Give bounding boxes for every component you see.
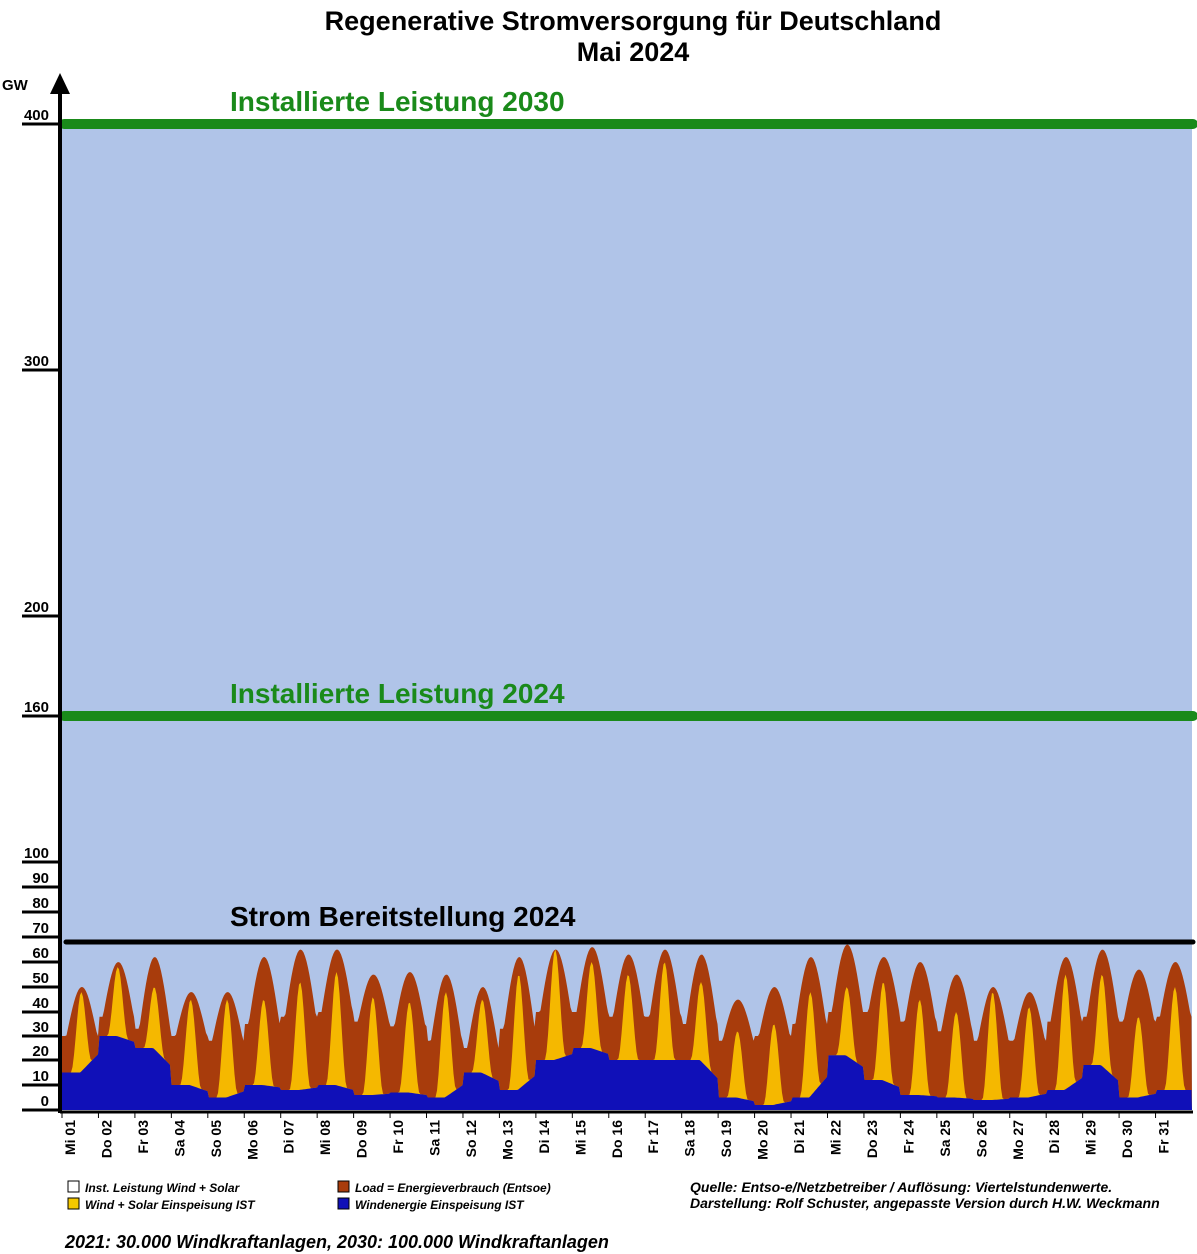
x-tick-label-4: So 05	[208, 1120, 224, 1158]
reference-line-label-0: Installierte Leistung 2030	[230, 86, 565, 117]
y-tick-label-13: 300	[24, 353, 49, 370]
reference-lines: Installierte Leistung 2030 Installierte L…	[59, 86, 1197, 945]
plot-area	[62, 124, 1192, 1110]
chart-title: Regenerative Stromversorgung für Deutsch…	[325, 6, 942, 36]
chart-subtitle: Mai 2024	[577, 37, 690, 67]
x-tick-label-24: Sa 25	[937, 1120, 953, 1157]
x-tick-label-28: Mi 29	[1083, 1120, 1099, 1155]
x-tick-label-6: Di 07	[281, 1120, 297, 1154]
y-tick-label-14: 400	[24, 107, 49, 124]
y-tick-label-8: 80	[32, 895, 49, 912]
x-tick-label-22: Do 23	[864, 1120, 880, 1158]
x-tick-label-27: Di 28	[1046, 1120, 1062, 1154]
legend-label-0: Inst. Leistung Wind + Solar	[85, 1181, 241, 1195]
x-tick-label-7: Mi 08	[317, 1120, 333, 1155]
legend-swatch-1	[67, 1197, 80, 1210]
legend-swatch-0	[67, 1180, 80, 1193]
x-tick-label-13: Di 14	[536, 1120, 552, 1154]
legend-label-1: Wind + Solar Einspeisung IST	[85, 1198, 256, 1212]
y-tick-label-5: 50	[32, 970, 49, 987]
legend-label-3: Windenergie Einspeisung IST	[355, 1198, 525, 1212]
y-tick-label-1: 10	[32, 1068, 49, 1085]
y-tick-label-9: 90	[32, 870, 49, 887]
x-tick-label-3: Sa 04	[171, 1120, 187, 1157]
x-tick-label-0: Mi 01	[62, 1120, 78, 1155]
footnote: 2021: 30.000 Windkraftanlagen, 2030: 100…	[64, 1232, 609, 1252]
x-tick-label-1: Do 02	[99, 1120, 115, 1158]
y-axis-arrow	[50, 73, 70, 94]
y-tick-label-7: 70	[32, 920, 49, 937]
x-tick-label-16: Fr 17	[645, 1120, 661, 1154]
x-tick-label-11: So 12	[463, 1120, 479, 1158]
legend-swatch-2	[337, 1180, 350, 1193]
y-tick-label-6: 60	[32, 945, 49, 962]
x-axis: Mi 01 Do 02 Fr 03 Sa 04 So 05 Mo 06 Di 07 Mi 08…	[60, 1110, 1193, 1160]
x-tick-label-15: Do 16	[609, 1120, 625, 1158]
x-tick-label-19: Mo 20	[755, 1120, 771, 1160]
y-tick-label-10: 100	[24, 845, 49, 862]
x-tick-label-10: Sa 11	[427, 1120, 443, 1156]
x-tick-label-14: Mi 15	[572, 1120, 588, 1155]
x-tick-label-25: So 26	[973, 1120, 989, 1158]
reference-line-label-1: Installierte Leistung 2024	[230, 678, 565, 709]
y-tick-label-0: 0	[41, 1093, 49, 1110]
y-tick-label-12: 200	[24, 599, 49, 616]
x-tick-label-23: Fr 24	[900, 1120, 916, 1154]
x-tick-label-2: Fr 03	[135, 1120, 151, 1154]
source-line-1: Quelle: Entso-e/Netzbetreiber / Auflösun…	[690, 1179, 1112, 1195]
x-tick-label-30: Fr 31	[1156, 1120, 1172, 1154]
wind-series-area	[62, 1036, 1192, 1110]
x-tick-label-29: Do 30	[1119, 1120, 1135, 1158]
x-tick-label-26: Mo 27	[1010, 1120, 1026, 1160]
legend-label-2: Load = Energieverbrauch (Entsoe)	[355, 1181, 551, 1195]
x-tick-label-9: Fr 10	[390, 1120, 406, 1154]
x-tick-label-8: Do 09	[354, 1120, 370, 1158]
legend-swatch-3	[337, 1197, 350, 1210]
y-tick-label-2: 20	[32, 1043, 49, 1060]
x-tick-label-20: Di 21	[791, 1120, 807, 1154]
wind-solar-series-area	[62, 949, 1192, 1110]
y-tick-label-11: 160	[24, 699, 49, 716]
x-tick-label-5: Mo 06	[244, 1120, 260, 1160]
legend: Inst. Leistung Wind + Solar Wind + Solar …	[67, 1180, 551, 1212]
y-axis-unit-label: GW	[2, 77, 29, 94]
y-tick-label-3: 30	[32, 1019, 49, 1036]
x-tick-label-17: Sa 18	[682, 1120, 698, 1157]
x-tick-label-12: Mo 13	[499, 1120, 515, 1160]
y-axis: 0 10 20 30 40 50 60 70 80 90 100 160 200 300 400	[22, 73, 70, 1113]
source-line-2: Darstellung: Rolf Schuster, angepasste V…	[690, 1195, 1160, 1211]
x-tick-label-21: Mi 22	[828, 1120, 844, 1155]
x-tick-label-18: So 19	[718, 1120, 734, 1158]
y-tick-label-4: 40	[32, 995, 49, 1012]
reference-line-label-2: Strom Bereitstellung 2024	[230, 901, 576, 932]
installed-capacity-area	[62, 124, 1192, 1110]
